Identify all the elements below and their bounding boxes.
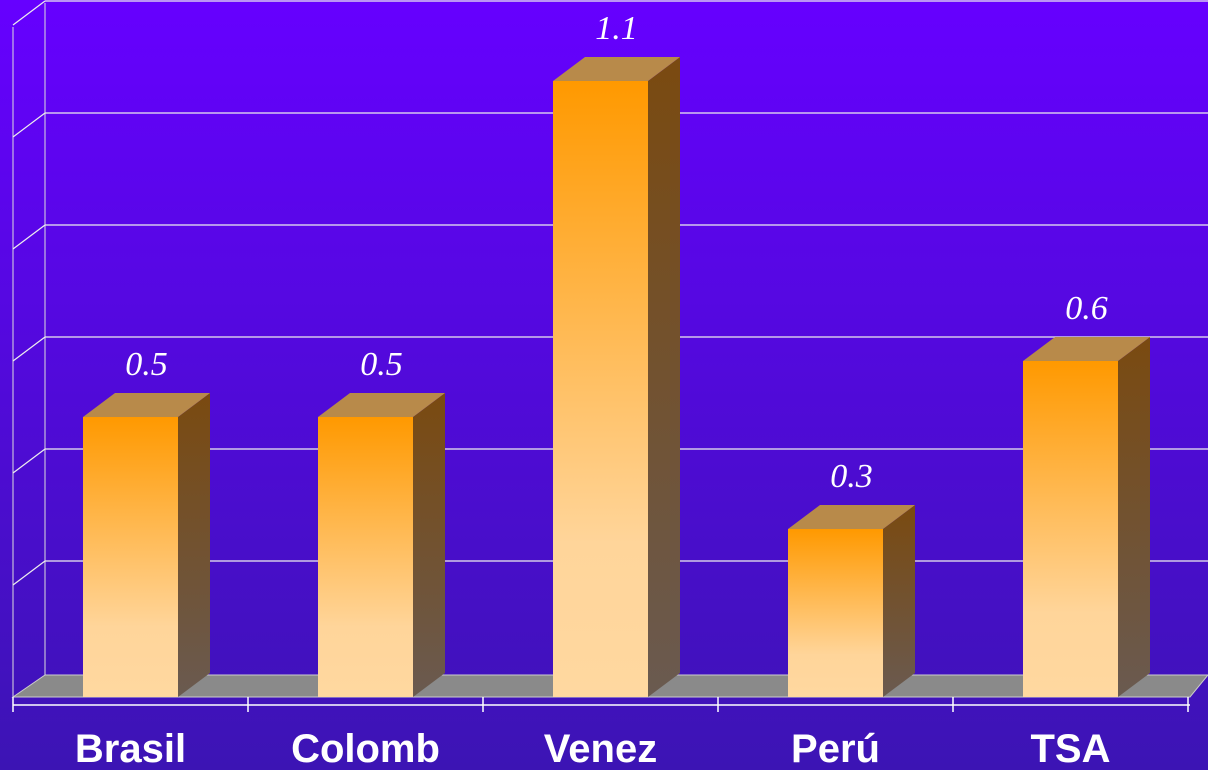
data-label: 0.6 [1065, 290, 1108, 327]
grid-line [12, 0, 46, 26]
bar-front [318, 417, 413, 697]
bar-side [648, 57, 680, 697]
bar [553, 57, 680, 697]
bar-side [413, 393, 445, 697]
x-tick-label: Colomb [291, 727, 440, 770]
bar-front [788, 529, 883, 697]
bar-side [178, 393, 210, 697]
bar [788, 505, 915, 697]
data-label: 1.1 [595, 10, 638, 47]
x-tick-label: Venez [544, 727, 657, 770]
grid-line [12, 560, 46, 586]
data-label: 0.5 [125, 346, 168, 383]
grid-line [12, 448, 46, 474]
bar-front [83, 417, 178, 697]
bar [318, 393, 445, 697]
bar-top [318, 393, 445, 417]
x-tick-label: TSA [1031, 727, 1111, 770]
bar-front [553, 81, 648, 697]
grid-line [12, 112, 46, 138]
bar-side [1118, 337, 1150, 697]
bar [1023, 337, 1150, 697]
x-tick-label: Brasil [75, 727, 186, 770]
bar-side [883, 505, 915, 697]
bar-top [788, 505, 915, 529]
bar [83, 393, 210, 697]
data-label: 0.5 [360, 346, 403, 383]
bar-top [553, 57, 680, 81]
grid-line [12, 224, 46, 250]
bar-top [1023, 337, 1150, 361]
bar-top [83, 393, 210, 417]
bar-front [1023, 361, 1118, 697]
data-label: 0.3 [830, 458, 873, 495]
grid-line [12, 336, 46, 362]
x-tick-label: Perú [791, 727, 880, 770]
